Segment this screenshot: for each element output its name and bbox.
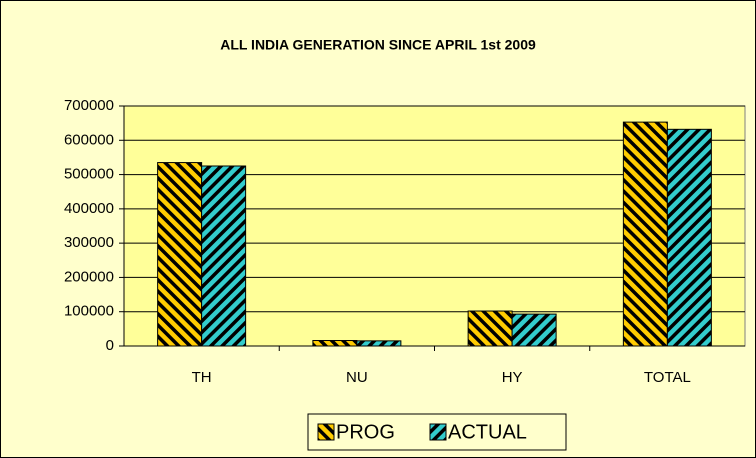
bar xyxy=(157,162,203,347)
bar xyxy=(511,313,557,347)
y-tick-label: 600000 xyxy=(64,131,114,148)
chart-title: ALL INDIA GENERATION SINCE APRIL 1st 200… xyxy=(220,37,536,53)
y-tick-label: 0 xyxy=(106,337,114,354)
x-tick-label: NU xyxy=(346,369,368,386)
y-tick-label: 500000 xyxy=(64,166,114,183)
bar xyxy=(622,121,668,347)
bar xyxy=(356,340,402,347)
legend-label: ACTUAL xyxy=(448,421,527,443)
legend-label: PROG xyxy=(336,421,395,443)
x-tick-label: TOTAL xyxy=(644,369,691,386)
y-tick-label: 300000 xyxy=(64,234,114,251)
y-tick-label: 100000 xyxy=(64,303,114,320)
y-tick-label: 200000 xyxy=(64,268,114,285)
bar xyxy=(312,340,358,347)
bar xyxy=(666,128,712,347)
x-tick-label: HY xyxy=(502,369,523,386)
legend-swatch xyxy=(317,423,335,441)
legend-swatch xyxy=(429,423,447,441)
y-tick-label: 700000 xyxy=(64,97,114,114)
bar xyxy=(467,310,513,347)
y-tick-label: 400000 xyxy=(64,200,114,217)
bar xyxy=(201,165,247,347)
x-tick-label: TH xyxy=(192,369,212,386)
